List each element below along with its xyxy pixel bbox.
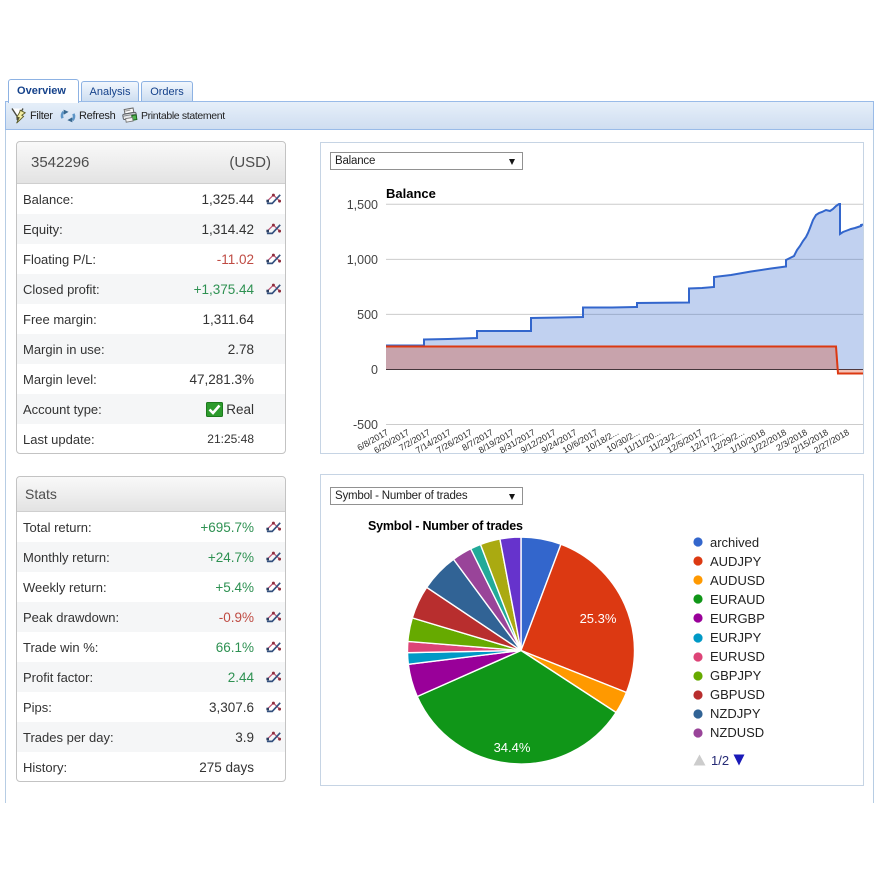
svg-text:Balance: Balance [386, 186, 436, 201]
svg-text:25.3%: 25.3% [580, 611, 617, 626]
svg-text:Symbol - Number of trades: Symbol - Number of trades [368, 519, 523, 533]
svg-text:0: 0 [371, 363, 378, 377]
svg-text:1,000: 1,000 [347, 253, 378, 267]
svg-text:34.4%: 34.4% [494, 740, 531, 755]
svg-text:-500: -500 [353, 418, 378, 432]
svg-text:1,500: 1,500 [347, 198, 378, 212]
svg-text:500: 500 [357, 308, 378, 322]
